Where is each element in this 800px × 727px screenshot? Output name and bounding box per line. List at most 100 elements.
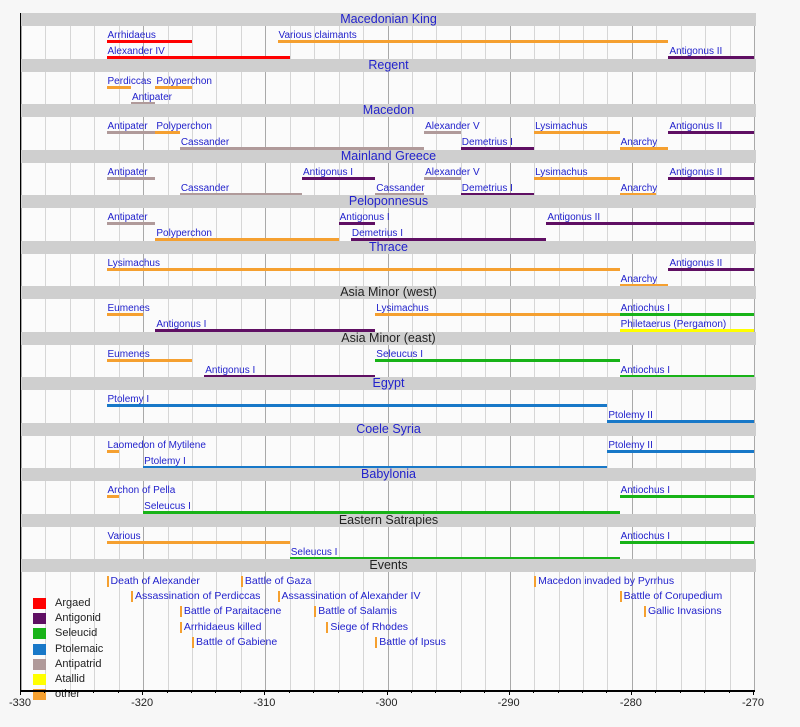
event-tick-icon bbox=[131, 591, 133, 602]
timeline-chart: Macedonian KingArrhidaeusVarious claiman… bbox=[0, 0, 800, 727]
timeline-row: AntipaterAntigonus IAntigonus II bbox=[21, 209, 756, 225]
axis-tick bbox=[753, 690, 754, 695]
event-label: Death of Alexander bbox=[111, 575, 200, 587]
timeline-row: AntipaterAntigonus IAlexander VLysimachu… bbox=[21, 164, 756, 180]
section-title: Events bbox=[21, 559, 756, 572]
timeline-bar-label: Polyperchon bbox=[156, 228, 212, 239]
event-tick-icon bbox=[534, 576, 536, 587]
event-label: Arrhidaeus killed bbox=[184, 621, 262, 633]
timeline-row: ArrhidaeusVarious claimants bbox=[21, 27, 756, 43]
timeline-bar-label: Lysimachus bbox=[535, 121, 587, 132]
section-title: Asia Minor (west) bbox=[21, 286, 756, 299]
axis-tick bbox=[631, 690, 632, 695]
axis-minor-tick bbox=[69, 690, 70, 693]
timeline-bar-label: Antigonus I bbox=[303, 167, 353, 178]
timeline-row: Perdiccas Polyperchon bbox=[21, 73, 756, 89]
timeline-section: Asia Minor (west) Eumenes Lysimachus Antioc… bbox=[21, 286, 756, 332]
timeline-bar-label: Lysimachus bbox=[376, 303, 428, 314]
timeline-bar-label: Anarchy bbox=[621, 274, 658, 285]
axis-minor-tick bbox=[533, 690, 534, 693]
timeline-row: LysimachusAntigonus II bbox=[21, 255, 756, 271]
timeline-bar-label: Laomedon of Mytilene bbox=[108, 440, 206, 451]
timeline-section: PeloponnesusAntipaterAntigonus IAntigonu… bbox=[21, 195, 756, 241]
timeline-bar-label: Polyperchon bbox=[156, 121, 212, 132]
axis-tick bbox=[387, 690, 388, 695]
timeline-bar-label: Antiochus I bbox=[621, 485, 670, 496]
timeline-bar-label: Lysimachus bbox=[108, 258, 160, 269]
timeline-bar-label: Arrhidaeus bbox=[108, 30, 156, 41]
axis-tick bbox=[20, 690, 21, 695]
timeline-bar-label: Ptolemy II bbox=[608, 410, 652, 421]
timeline-section: Macedonian KingArrhidaeusVarious claiman… bbox=[21, 13, 756, 59]
axis-minor-tick bbox=[93, 690, 94, 693]
axis-minor-tick bbox=[362, 690, 363, 693]
axis-tick-label: -310 bbox=[253, 697, 275, 709]
timeline-bar-label: Antipater bbox=[132, 92, 172, 103]
axis-minor-tick bbox=[680, 690, 681, 693]
axis-tick-label: -330 bbox=[9, 697, 31, 709]
timeline-section: MacedonAntipaterPolyperchonAlexander VLy… bbox=[21, 104, 756, 150]
section-title: Mainland Greece bbox=[21, 150, 756, 163]
timeline-section: Coele SyriaLaomedon of MytilenePtolemy I… bbox=[21, 423, 756, 469]
axis-minor-tick bbox=[191, 690, 192, 693]
event-tick-icon bbox=[180, 606, 182, 617]
timeline-row: EumenesSeleucus I bbox=[21, 346, 756, 362]
timeline-bar-label: Seleucus I bbox=[291, 547, 338, 558]
axis-tick-label: -320 bbox=[131, 697, 153, 709]
event-label: Assassination of Alexander IV bbox=[282, 590, 421, 602]
events-section: EventsDeath of AlexanderBattle of GazaMa… bbox=[21, 559, 756, 649]
axis-minor-tick bbox=[729, 690, 730, 693]
timeline-bar-label: Seleucus I bbox=[144, 501, 191, 512]
axis-tick-label: -270 bbox=[742, 697, 764, 709]
timeline-row: Archon of Pella Antiochus I bbox=[21, 482, 756, 498]
timeline-bar-label: Antigonus II bbox=[669, 167, 722, 178]
axis-tick bbox=[509, 690, 510, 695]
event-label: Battle of Salamis bbox=[318, 605, 397, 617]
section-title: Peloponnesus bbox=[21, 195, 756, 208]
event-tick-icon bbox=[620, 591, 622, 602]
timeline-bar-label: Ptolemy II bbox=[608, 440, 652, 451]
axis-minor-tick bbox=[484, 690, 485, 693]
plot-area: Macedonian KingArrhidaeusVarious claiman… bbox=[20, 13, 755, 690]
timeline-bar-label: Antigonus I bbox=[156, 319, 206, 330]
timeline-section: EgyptPtolemy IPtolemy II bbox=[21, 377, 756, 423]
timeline-row: PolyperchonDemetrius I bbox=[21, 225, 756, 241]
event-label: Battle of Ipsus bbox=[379, 636, 446, 648]
event-label: Gallic Invasions bbox=[648, 605, 722, 617]
timeline-bar-label: Antiochus I bbox=[621, 303, 670, 314]
legend-swatch-icon bbox=[33, 598, 46, 609]
axis-minor-tick bbox=[44, 690, 45, 693]
timeline-row: VariousAntiochus I bbox=[21, 528, 756, 544]
timeline-bar-label: Demetrius I bbox=[462, 183, 513, 194]
timeline-bar-label: Philetaerus (Pergamon) bbox=[621, 319, 727, 330]
timeline-section: RegentPerdiccasPolyperchonAntipater bbox=[21, 59, 756, 105]
event-tick-icon bbox=[326, 622, 328, 633]
timeline-bar-label: Antiochus I bbox=[621, 531, 670, 542]
timeline-bar-label: Cassander bbox=[181, 137, 229, 148]
legend-swatch-icon bbox=[33, 659, 46, 670]
timeline-bar-label: Perdiccas bbox=[108, 76, 152, 87]
timeline-row: Ptolemy II bbox=[21, 407, 756, 423]
event-tick-icon bbox=[192, 637, 194, 648]
event-tick-icon bbox=[314, 606, 316, 617]
legend-label: Ptolemaic bbox=[55, 642, 103, 657]
axis-minor-tick bbox=[460, 690, 461, 693]
axis-minor-tick bbox=[118, 690, 119, 693]
timeline-bar-label: Ptolemy I bbox=[144, 456, 186, 467]
timeline-bar-label: Polyperchon bbox=[156, 76, 212, 87]
legend-label: Seleucid bbox=[55, 626, 97, 641]
axis-minor-tick bbox=[313, 690, 314, 693]
legend-label: Antipatrid bbox=[55, 657, 101, 672]
timeline-bar-label: Archon of Pella bbox=[108, 485, 176, 496]
section-title: Babylonia bbox=[21, 468, 756, 481]
timeline-bar-label: Antigonus II bbox=[547, 212, 600, 223]
event-tick-icon bbox=[644, 606, 646, 617]
axis-minor-tick bbox=[240, 690, 241, 693]
event-label: Assassination of Perdiccas bbox=[135, 590, 260, 602]
timeline-bar-label: Anarchy bbox=[621, 137, 658, 148]
timeline-bar-label: Eumenes bbox=[108, 303, 150, 314]
timeline-bar-label: Antipater bbox=[108, 212, 148, 223]
event-label: Battle of Corupedium bbox=[624, 590, 723, 602]
timeline-bar-label: Anarchy bbox=[621, 183, 658, 194]
section-title: Asia Minor (east) bbox=[21, 332, 756, 345]
